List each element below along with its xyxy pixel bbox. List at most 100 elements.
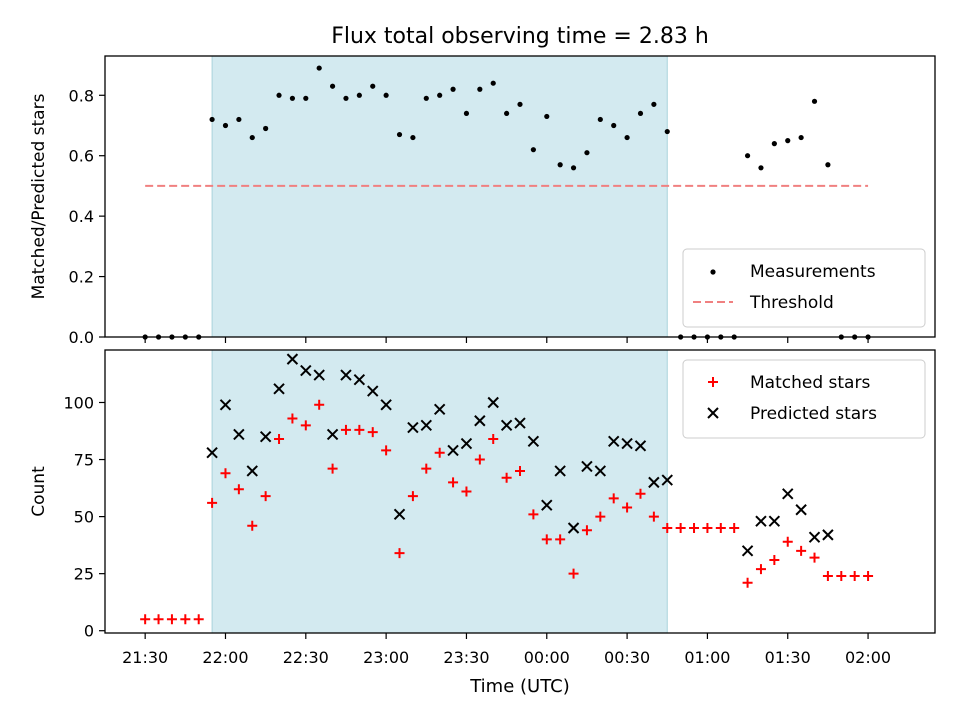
bottom-panel-counts: 0 25 50 75 100 21:30 22:00 22:30 23:00 23:30 00:00… bbox=[29, 349, 936, 667]
predicted-stars-point bbox=[608, 435, 620, 447]
matched-stars-point bbox=[568, 568, 579, 579]
measurements-point bbox=[383, 92, 389, 98]
matched-stars-point bbox=[314, 399, 325, 410]
y-tick-label: 25 bbox=[74, 565, 94, 584]
predicted-stars-point bbox=[527, 435, 540, 447]
predicted-stars-point bbox=[420, 419, 432, 432]
observing-window-shade bbox=[211, 55, 668, 338]
matched-stars-point bbox=[729, 523, 740, 534]
predicted-stars-point bbox=[433, 403, 446, 416]
measurements-point bbox=[651, 101, 657, 107]
matched-stars-point bbox=[193, 614, 204, 625]
y-tick-label: 100 bbox=[63, 393, 94, 412]
legend-predicted-stars-label: Predicted stars bbox=[750, 404, 877, 424]
matched-stars-point bbox=[327, 463, 338, 474]
legend-matched-stars-label: Matched stars bbox=[750, 373, 870, 393]
predicted-stars-point bbox=[340, 369, 352, 381]
predicted-stars-point bbox=[246, 465, 258, 477]
matched-stars-point bbox=[260, 491, 271, 502]
x-tick-label: 00:30 bbox=[604, 648, 650, 667]
y-tick-label: 0.6 bbox=[69, 147, 94, 166]
matched-stars-point bbox=[622, 502, 633, 513]
legend-box bbox=[682, 359, 926, 439]
matched-stars-point bbox=[836, 570, 847, 581]
matched-stars-point bbox=[233, 484, 244, 495]
matched-stars-point bbox=[207, 497, 218, 508]
predicted-stars-point bbox=[741, 545, 754, 557]
x-tick-label: 22:30 bbox=[283, 648, 329, 667]
predicted-stars-point bbox=[407, 421, 419, 434]
x-tick-label: 01:30 bbox=[765, 648, 811, 667]
matched-stars-point bbox=[488, 434, 499, 445]
matched-stars-point bbox=[702, 523, 713, 534]
matched-stars-point bbox=[769, 554, 780, 565]
predicted-stars-point bbox=[621, 437, 633, 450]
legend-measurements-label: Measurements bbox=[750, 262, 876, 282]
legend-threshold-label: Threshold bbox=[749, 293, 834, 313]
x-axis-label: Time (UTC) bbox=[469, 676, 570, 697]
measurements-point bbox=[450, 86, 456, 92]
predicted-stars-point bbox=[380, 399, 392, 411]
axes-frame bbox=[104, 55, 936, 338]
y-tick-label: 0.8 bbox=[69, 86, 94, 105]
measurements-point bbox=[624, 134, 630, 141]
matched-stars-point bbox=[755, 564, 766, 575]
matched-stars-point bbox=[274, 434, 285, 445]
measurements-point bbox=[370, 83, 376, 89]
y-tick-label: 75 bbox=[74, 451, 94, 470]
x-tick-label: 23:30 bbox=[443, 648, 489, 667]
measurements-point bbox=[236, 116, 242, 123]
matched-stars-point bbox=[166, 614, 177, 625]
measurements-point bbox=[825, 162, 831, 168]
predicted-stars-point bbox=[460, 437, 473, 450]
predicted-stars-point bbox=[782, 488, 794, 500]
predicted-stars-point bbox=[634, 440, 647, 452]
measurements-point bbox=[222, 122, 229, 129]
measurements-point bbox=[517, 101, 523, 107]
measurements-point bbox=[249, 134, 255, 141]
measurements-point bbox=[811, 98, 818, 104]
measurements-point bbox=[504, 110, 510, 117]
matched-stars-point bbox=[367, 427, 378, 438]
matched-stars-point bbox=[220, 468, 231, 479]
predicted-stars-point bbox=[367, 385, 379, 397]
predicted-stars-point bbox=[313, 369, 325, 381]
matched-stars-point bbox=[796, 545, 807, 556]
measurements-point bbox=[423, 95, 429, 101]
legend-predicted-stars-swatch bbox=[707, 407, 719, 419]
predicted-stars-point bbox=[554, 465, 566, 477]
predicted-stars-point bbox=[648, 476, 660, 489]
matched-stars-point bbox=[822, 570, 833, 581]
matched-stars-point bbox=[340, 424, 351, 435]
matched-stars-point bbox=[180, 614, 191, 625]
matched-stars-point bbox=[809, 552, 820, 563]
measurements-point bbox=[276, 92, 282, 98]
matched-stars-point bbox=[528, 509, 539, 520]
matched-stars-point bbox=[581, 525, 592, 536]
x-tick-label: 21:30 bbox=[122, 648, 168, 667]
measurements-point bbox=[437, 92, 443, 98]
predicted-stars-point bbox=[500, 419, 513, 432]
measurements-point bbox=[289, 95, 296, 101]
x-tick-label: 23:00 bbox=[363, 648, 409, 667]
predicted-stars-point bbox=[808, 531, 821, 543]
predicted-stars-point bbox=[393, 508, 406, 521]
measurements-point bbox=[463, 110, 470, 117]
matched-stars-point bbox=[675, 523, 686, 534]
matched-stars-point bbox=[407, 491, 418, 502]
y-tick-label: 0 bbox=[84, 622, 94, 641]
measurements-point bbox=[410, 134, 416, 141]
y-axis-label: Count bbox=[29, 466, 49, 517]
measurements-point bbox=[664, 128, 670, 135]
measurements-point bbox=[477, 86, 483, 92]
y-tick-label: 0.2 bbox=[69, 268, 94, 287]
x-tick-label: 22:00 bbox=[202, 648, 248, 667]
measurements-point bbox=[544, 113, 550, 120]
measurements-point bbox=[356, 92, 362, 98]
measurements-point bbox=[316, 65, 322, 71]
matched-stars-point bbox=[608, 493, 619, 504]
matched-stars-point bbox=[247, 520, 258, 531]
measurements-point bbox=[557, 162, 563, 168]
measurements-point bbox=[490, 80, 496, 86]
